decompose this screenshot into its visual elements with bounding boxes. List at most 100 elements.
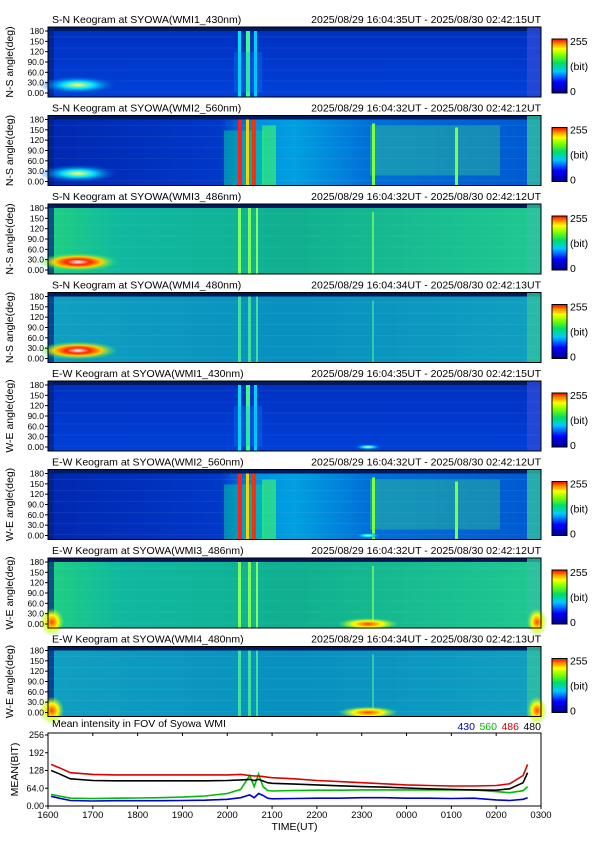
y-tick-label: 60.0 (27, 421, 44, 431)
aurora-streak (256, 562, 258, 628)
y-tick-label: 90.0 (27, 677, 44, 687)
y-tick-label: 0.00 (27, 177, 44, 187)
aurora-streak (455, 481, 458, 540)
moon-spot (40, 608, 64, 636)
y-tick-label: 180 (30, 292, 44, 302)
x-tick-label: 0000 (396, 810, 417, 821)
y-tick-label: 60.0 (27, 244, 44, 254)
y-tick-label: 30.0 (27, 520, 44, 530)
x-tick-label: 0300 (530, 810, 551, 821)
x-tick-label: 1700 (82, 810, 103, 821)
colorbar-unit-label: (bit) (570, 504, 588, 516)
keogram-image (48, 469, 541, 540)
keogram-image (48, 27, 541, 97)
y-tick-label: 180 (30, 469, 44, 479)
legend-486: 486 (501, 721, 519, 733)
keogram-ylabel: W-E angle(deg) (4, 468, 16, 541)
legend-480: 480 (523, 721, 541, 733)
colorbar (551, 38, 568, 94)
moon-spot (354, 532, 382, 539)
y-tick-label: 60.0 (27, 598, 44, 608)
keogram-time-range: 2025/08/29 16:04:34UT - 2025/08/30 02:42… (311, 280, 541, 292)
x-tick-label: 0100 (441, 810, 462, 821)
moon-spot (38, 341, 118, 360)
keogram-panel-7: E-W Keogram at SYOWA(WMI3_486nm) 2025/08/… (4, 545, 588, 636)
colorbar (551, 127, 568, 182)
keogram-ylabel: W-E angle(deg) (4, 645, 16, 718)
y-tick-label: 30.0 (27, 697, 44, 707)
moon-spot (38, 76, 118, 94)
aurora-glow (262, 479, 276, 540)
y-tick-label: 192 (29, 748, 44, 758)
y-tick-label: 30.0 (27, 78, 44, 88)
colorbar-unit-label: (bit) (570, 327, 588, 339)
colorbar-min-label: 0 (570, 352, 576, 364)
keogram-image (48, 558, 541, 628)
x-tick-label: 2200 (306, 810, 327, 821)
aurora-streak (372, 123, 375, 186)
keogram-right-edge (527, 469, 541, 540)
y-tick-label: 60.0 (27, 510, 44, 520)
moon-spot (338, 618, 398, 630)
y-tick-label: 0.00 (27, 88, 44, 98)
aurora-streak (372, 212, 374, 274)
y-tick-label: 128 (29, 766, 44, 776)
series-line-486 (50, 763, 529, 787)
aurora-streak (248, 650, 251, 717)
aurora-streak (238, 385, 241, 451)
y-tick-label: 0.00 (26, 801, 44, 811)
aurora-streak (372, 566, 374, 628)
keogram-title: E-W Keogram at SYOWA(WMI2_560nm) (52, 457, 244, 469)
aurora-streak (254, 31, 257, 97)
y-tick-label: 90.0 (27, 588, 44, 598)
x-tick-label: 1800 (127, 810, 148, 821)
colorbar-max-label: 255 (570, 36, 588, 48)
aurora-streak (256, 208, 258, 274)
keogram-panel-1: S-N Keogram at SYOWA(WMI1_430nm) 2025/08/… (4, 14, 588, 98)
aurora-streak (256, 296, 258, 363)
y-tick-label: 60.0 (27, 67, 44, 77)
y-tick-label: 150 (30, 36, 44, 46)
y-tick-label: 150 (30, 302, 44, 312)
keogram-top-band (48, 27, 541, 31)
keogram-title: S-N Keogram at SYOWA(WMI3_486nm) (52, 191, 241, 203)
keogram-time-range: 2025/08/29 16:04:35UT - 2025/08/30 02:42… (311, 14, 541, 26)
colorbar-max-label: 255 (570, 302, 588, 314)
keogram-top-band (48, 381, 541, 385)
colorbar-unit-label: (bit) (570, 238, 588, 250)
keogram-ylabel: N-S angle(deg) (4, 26, 16, 97)
keogram-left-edge (48, 469, 54, 540)
colorbar-max-label: 255 (570, 125, 588, 137)
aurora-streak (248, 562, 251, 628)
keogram-time-range: 2025/08/29 16:04:32UT - 2025/08/30 02:42… (311, 103, 541, 115)
aurora-glow (234, 52, 262, 92)
colorbar-min-label: 0 (570, 440, 576, 452)
keogram-title: S-N Keogram at SYOWA(WMI4_480nm) (52, 280, 241, 292)
aurora-streak (238, 296, 241, 363)
y-tick-label: 150 (30, 567, 44, 577)
y-tick-label: 120 (30, 47, 44, 57)
colorbar (551, 215, 568, 271)
keogram-image (48, 292, 541, 363)
y-tick-label: 0.00 (27, 265, 44, 275)
keogram-ylabel: N-S angle(deg) (4, 115, 16, 186)
aurora-streak (372, 300, 374, 363)
y-tick-label: 60.0 (27, 156, 44, 166)
y-tick-label: 64.0 (26, 783, 44, 793)
y-tick-label: 150 (30, 479, 44, 489)
y-tick-label: 180 (30, 646, 44, 656)
keogram-top-band (48, 204, 541, 208)
colorbar-unit-label: (bit) (570, 415, 588, 427)
keogram-panel-3: S-N Keogram at SYOWA(WMI3_486nm) 2025/08/… (4, 191, 588, 275)
keogram-left-edge (48, 292, 54, 363)
keogram-ylabel: N-S angle(deg) (4, 292, 16, 363)
chart-xlabel: TIME(UT) (271, 821, 317, 833)
aurora-streak (238, 119, 242, 186)
keogram-image (48, 115, 541, 186)
y-tick-label: 180 (30, 115, 44, 125)
y-tick-label: 120 (30, 578, 44, 588)
colorbar-min-label: 0 (570, 529, 576, 541)
y-tick-label: 60.0 (27, 333, 44, 343)
keogram-right-edge (527, 381, 541, 451)
x-tick-label: 2300 (351, 810, 372, 821)
